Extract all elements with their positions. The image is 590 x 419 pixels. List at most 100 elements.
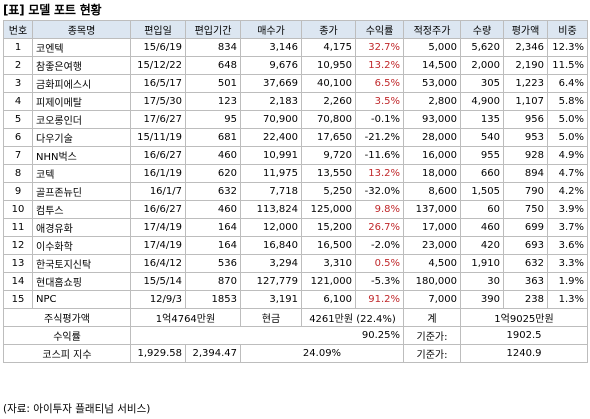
holding-period-cell: 870: [185, 272, 241, 291]
holding-period-cell: 501: [185, 74, 241, 93]
valuation-cell: 2,190: [503, 56, 548, 75]
close-price-cell: 4,175: [301, 38, 356, 57]
return-value: 90.25%: [130, 326, 404, 345]
entry-date-cell: 16/5/17: [130, 74, 186, 93]
return-rate-cell: 9.8%: [355, 200, 404, 219]
table-row: 5 코오롱인더 17/6/27 95 70,900 70,800 -0.1% 93,000 13…: [3, 110, 588, 129]
target-price-cell: 137,000: [403, 200, 461, 219]
buy-price-cell: 22,400: [240, 128, 302, 147]
quantity-cell: 1,910: [460, 254, 504, 273]
base-price-value-1: 1902.5: [460, 326, 588, 345]
weight-cell: 3.9%: [547, 200, 588, 219]
close-price-cell: 17,650: [301, 128, 356, 147]
holding-period-cell: 164: [185, 218, 241, 237]
weight-cell: 12.3%: [547, 38, 588, 57]
weight-cell: 6.4%: [547, 74, 588, 93]
stock-name-cell: 코오롱인더: [32, 110, 131, 129]
holding-period-cell: 460: [185, 200, 241, 219]
col-header-target: 적정주가: [403, 20, 461, 39]
table-row: 13 한국토지신탁 16/4/12 536 3,294 3,310 0.5% 4,500 1,9…: [3, 254, 588, 273]
valuation-cell: 790: [503, 182, 548, 201]
close-price-cell: 40,100: [301, 74, 356, 93]
valuation-cell: 1,107: [503, 92, 548, 111]
table-title: [표] 모델 포트 현황: [3, 3, 102, 17]
quantity-cell: 460: [460, 218, 504, 237]
quantity-cell: 2,000: [460, 56, 504, 75]
stock-name-cell: 골프존뉴딘: [32, 182, 131, 201]
weight-cell: 3.6%: [547, 236, 588, 255]
target-price-cell: 14,500: [403, 56, 461, 75]
weight-cell: 1.9%: [547, 272, 588, 291]
holding-period-cell: 620: [185, 164, 241, 183]
col-header-no: 번호: [3, 20, 33, 39]
kospi-start: 1,929.58: [130, 344, 186, 363]
summary-row-return: 수익률 90.25% 기준가: 1902.5: [3, 326, 588, 345]
stock-name-cell: 이수화학: [32, 236, 131, 255]
entry-date-cell: 17/4/19: [130, 218, 186, 237]
row-number-cell: 13: [3, 254, 33, 273]
return-rate-cell: -0.1%: [355, 110, 404, 129]
close-price-cell: 13,550: [301, 164, 356, 183]
return-rate-cell: -32.0%: [355, 182, 404, 201]
return-rate-cell: -2.0%: [355, 236, 404, 255]
col-header-date: 편입일: [130, 20, 186, 39]
quantity-cell: 4,900: [460, 92, 504, 111]
stock-name-cell: 피제이메탈: [32, 92, 131, 111]
buy-price-cell: 7,718: [240, 182, 302, 201]
valuation-cell: 928: [503, 146, 548, 165]
buy-price-cell: 127,779: [240, 272, 302, 291]
weight-cell: 4.7%: [547, 164, 588, 183]
stock-name-cell: 코엔텍: [32, 38, 131, 57]
cash-value: 4261만원 (22.4%): [301, 308, 404, 327]
stock-name-cell: 컴투스: [32, 200, 131, 219]
stock-name-cell: 현대홈쇼핑: [32, 272, 131, 291]
col-header-weight: 비중: [547, 20, 588, 39]
source-note: (자료: 아이투자 플래티넘 서비스): [3, 403, 151, 415]
quantity-cell: 135: [460, 110, 504, 129]
total-value: 1억9025만원: [460, 308, 588, 327]
close-price-cell: 15,200: [301, 218, 356, 237]
entry-date-cell: 16/4/12: [130, 254, 186, 273]
buy-price-cell: 3,146: [240, 38, 302, 57]
entry-date-cell: 17/5/30: [130, 92, 186, 111]
entry-date-cell: 16/1/19: [130, 164, 186, 183]
return-rate-cell: -21.2%: [355, 128, 404, 147]
quantity-cell: 955: [460, 146, 504, 165]
entry-date-cell: 16/6/27: [130, 146, 186, 165]
close-price-cell: 10,950: [301, 56, 356, 75]
stock-name-cell: NHN벅스: [32, 146, 131, 165]
close-price-cell: 2,260: [301, 92, 356, 111]
holding-period-cell: 1853: [185, 290, 241, 309]
close-price-cell: 70,800: [301, 110, 356, 129]
weight-cell: 5.0%: [547, 110, 588, 129]
table-row: 4 피제이메탈 17/5/30 123 2,183 2,260 3.5% 2,800 4,900…: [3, 92, 588, 111]
stock-name-cell: 참좋은여행: [32, 56, 131, 75]
row-number-cell: 15: [3, 290, 33, 309]
valuation-cell: 894: [503, 164, 548, 183]
valuation-cell: 956: [503, 110, 548, 129]
entry-date-cell: 15/6/19: [130, 38, 186, 57]
target-price-cell: 16,000: [403, 146, 461, 165]
base-price-label-1: 기준가:: [403, 326, 461, 345]
return-label: 수익률: [3, 326, 131, 345]
summary-row-kospi: 코스피 지수 1,929.58 2,394.47 24.09% 기준가: 124…: [3, 344, 588, 363]
close-price-cell: 3,310: [301, 254, 356, 273]
table-row: 15 NPC 12/9/3 1853 3,191 6,100 91.2% 7,000 390 23…: [3, 290, 588, 309]
valuation-cell: 238: [503, 290, 548, 309]
summary-row-value: 주식평가액 1억4764만원 현금 4261만원 (22.4%) 계 1억902…: [3, 308, 588, 327]
buy-price-cell: 3,294: [240, 254, 302, 273]
buy-price-cell: 3,191: [240, 290, 302, 309]
buy-price-cell: 9,676: [240, 56, 302, 75]
buy-price-cell: 113,824: [240, 200, 302, 219]
holding-period-cell: 460: [185, 146, 241, 165]
table-row: 6 다우기술 15/11/19 681 22,400 17,650 -21.2% 28,000…: [3, 128, 588, 147]
target-price-cell: 4,500: [403, 254, 461, 273]
cash-label: 현금: [240, 308, 302, 327]
portfolio-table: 번호 종목명 편입일 편입기간 매수가 종가 수익률 적정주가 수량 평가액 비…: [3, 20, 588, 363]
return-rate-cell: 13.2%: [355, 164, 404, 183]
stock-value-label: 주식평가액: [3, 308, 131, 327]
row-number-cell: 3: [3, 74, 33, 93]
entry-date-cell: 12/9/3: [130, 290, 186, 309]
stock-name-cell: 코텍: [32, 164, 131, 183]
weight-cell: 4.2%: [547, 182, 588, 201]
